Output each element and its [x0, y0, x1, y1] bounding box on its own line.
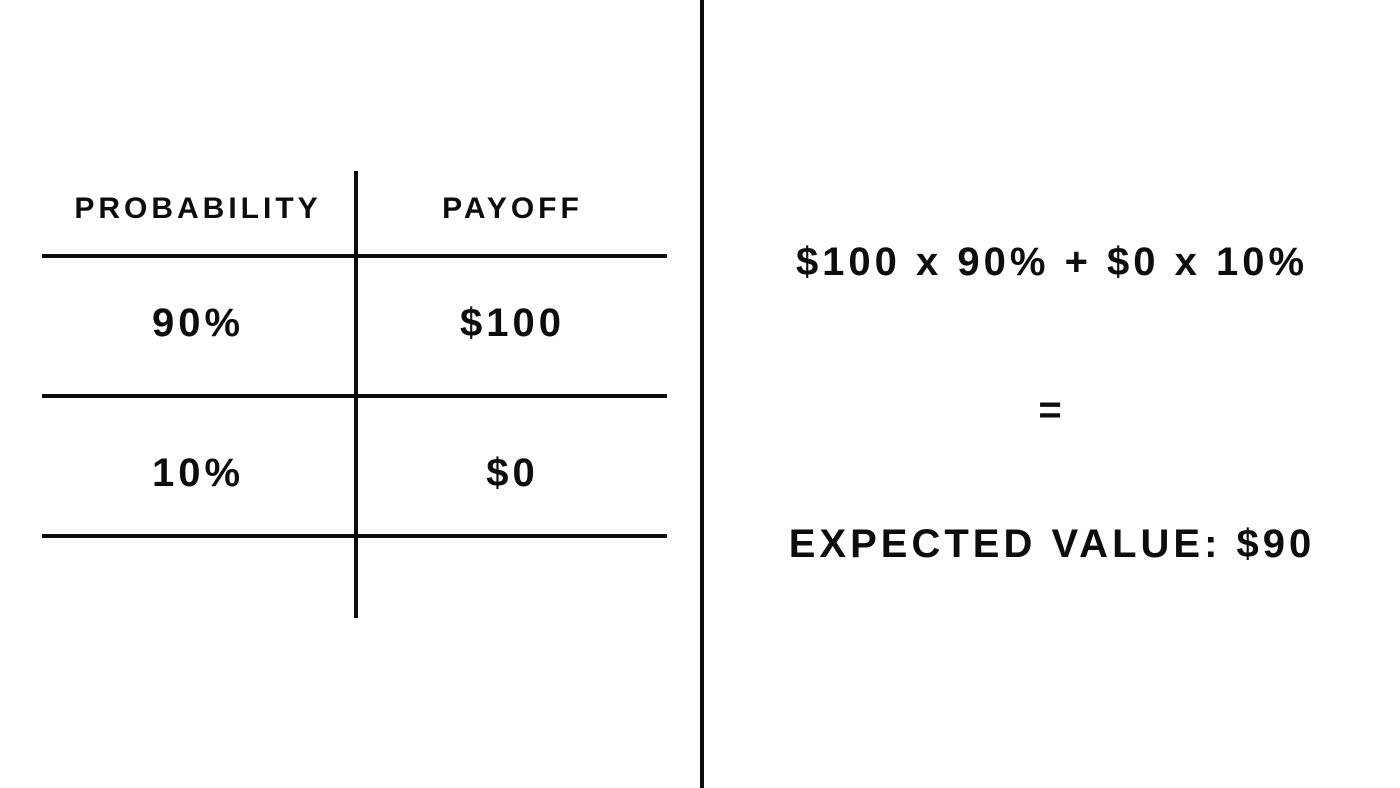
row-1-payoff: $100: [460, 301, 565, 345]
row-2-probability: 10%: [151, 451, 245, 495]
row-2-payoff: $0: [486, 451, 539, 495]
row-1-probability: 90%: [151, 301, 245, 345]
expected-value-formula: $100 x 90% + $0 x 10%: [795, 240, 1309, 284]
table-header-divider: [42, 254, 667, 258]
equals-sign: =: [1038, 388, 1066, 432]
section-separator: [700, 0, 704, 788]
payoff-header: PAYOFF: [442, 192, 583, 225]
expected-value-result: EXPECTED VALUE: $90: [788, 522, 1316, 566]
probability-header: PROBABILITY: [74, 192, 322, 225]
table-bottom-divider: [42, 534, 667, 538]
table-row-divider: [42, 394, 667, 398]
